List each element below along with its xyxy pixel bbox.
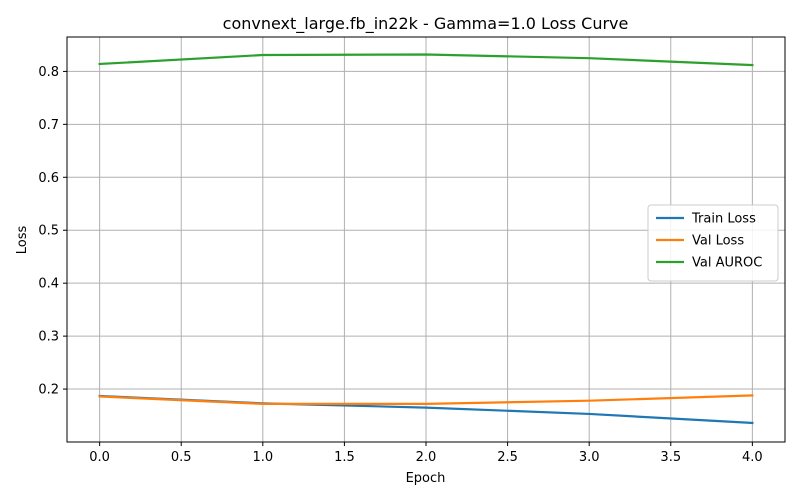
y-tick-label: 0.3 — [38, 330, 59, 345]
series-line-2 — [98, 53, 754, 67]
legend-label: Val AUROC — [692, 256, 762, 271]
x-axis-label: Epoch — [406, 471, 446, 486]
legend: Train Loss Val Loss Val AUROC — [647, 204, 779, 282]
y-tick-label: 0.8 — [38, 65, 59, 80]
series-line-1 — [98, 394, 754, 405]
y-tick-label: 0.7 — [38, 118, 59, 133]
x-tick-label: 1.5 — [334, 450, 355, 465]
y-axis-ticks: 0.2 0.3 0.4 0.5 0.6 0.7 0.8 — [38, 65, 67, 398]
legend-label: Val Loss — [692, 234, 744, 249]
y-tick-label: 0.4 — [38, 277, 59, 292]
x-tick-label: 4.0 — [742, 450, 763, 465]
x-tick-label: 0.5 — [171, 450, 192, 465]
y-axis-label: Loss — [15, 226, 30, 255]
series-lines — [98, 53, 754, 425]
y-tick-label: 0.6 — [38, 171, 59, 186]
x-tick-label: 3.5 — [660, 450, 681, 465]
x-tick-label: 3.0 — [579, 450, 600, 465]
x-tick-label: 0.0 — [89, 450, 110, 465]
x-tick-label: 2.5 — [497, 450, 518, 465]
legend-label: Train Loss — [691, 212, 756, 227]
y-tick-label: 0.5 — [38, 224, 59, 239]
y-tick-label: 0.2 — [38, 383, 59, 398]
chart-title: convnext_large.fb_in22k - Gamma=1.0 Loss… — [223, 14, 629, 34]
x-axis-ticks: 0.0 0.5 1.0 1.5 2.0 2.5 3.0 3.5 4.0 — [89, 442, 763, 465]
x-tick-label: 1.0 — [252, 450, 273, 465]
x-tick-label: 2.0 — [416, 450, 437, 465]
